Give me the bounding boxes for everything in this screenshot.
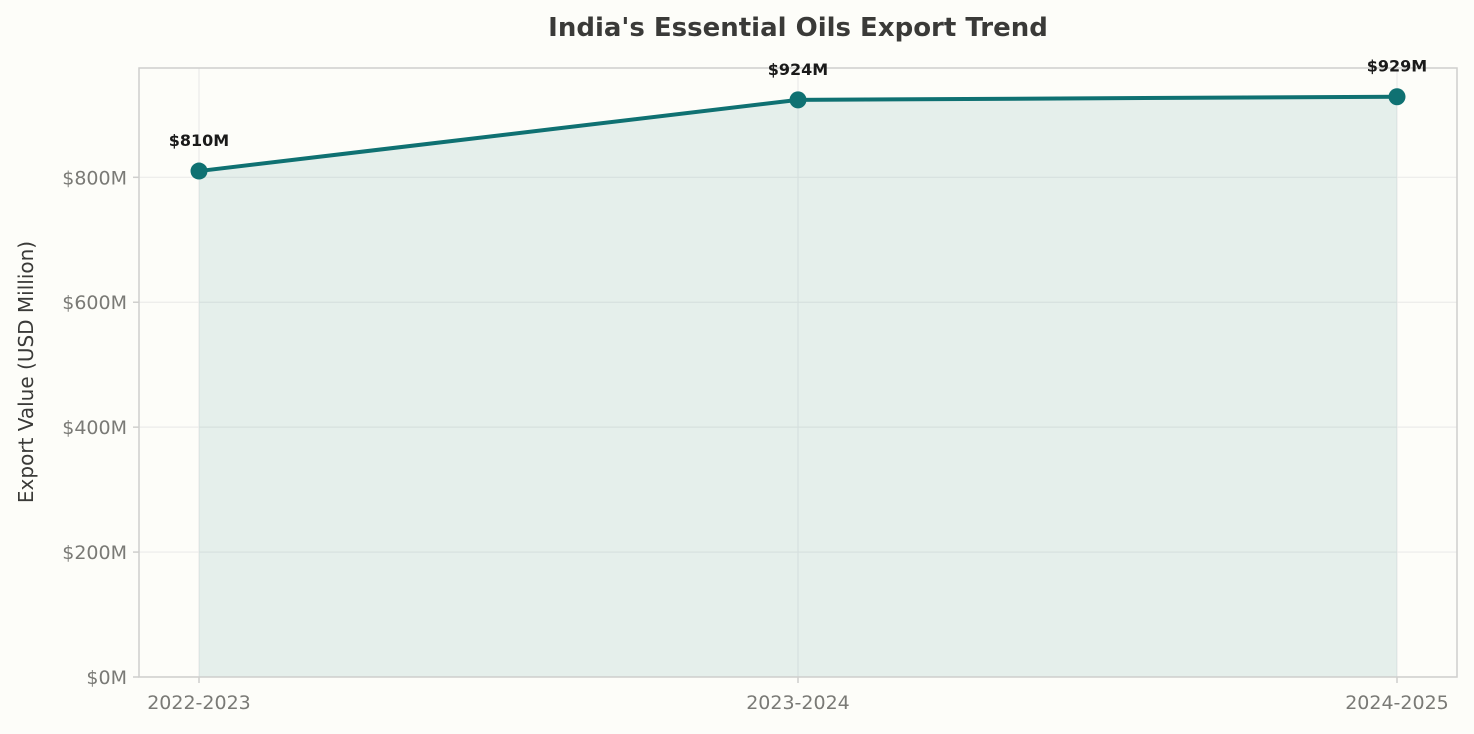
data-label: $924M [768,60,828,79]
y-axis-label: Export Value (USD Million) [14,241,38,503]
y-tick-label: $600M [62,292,127,314]
area-polygon [199,96,1397,678]
data-label: $929M [1367,57,1427,76]
data-point [1388,88,1406,106]
data-label: $810M [169,131,229,150]
x-tick-label: 2022-2023 [147,692,251,714]
area-fill [199,96,1397,678]
data-point [789,91,807,109]
y-tick-label: $400M [62,417,127,439]
chart-title: India's Essential Oils Export Trend [548,13,1048,43]
data-series: $810M $924M $929M [169,57,1427,180]
y-tick-label: $800M [62,167,127,189]
y-tick-label: $200M [62,542,127,564]
y-tick-label: $0M [86,667,127,689]
y-axis: $0M $200M $400M $600M $800M [62,167,139,689]
x-tick-label: 2023-2024 [746,692,850,714]
x-axis: 2022-2023 2023-2024 2024-2025 [147,677,1449,714]
x-tick-label: 2024-2025 [1345,692,1449,714]
data-point [190,162,208,180]
